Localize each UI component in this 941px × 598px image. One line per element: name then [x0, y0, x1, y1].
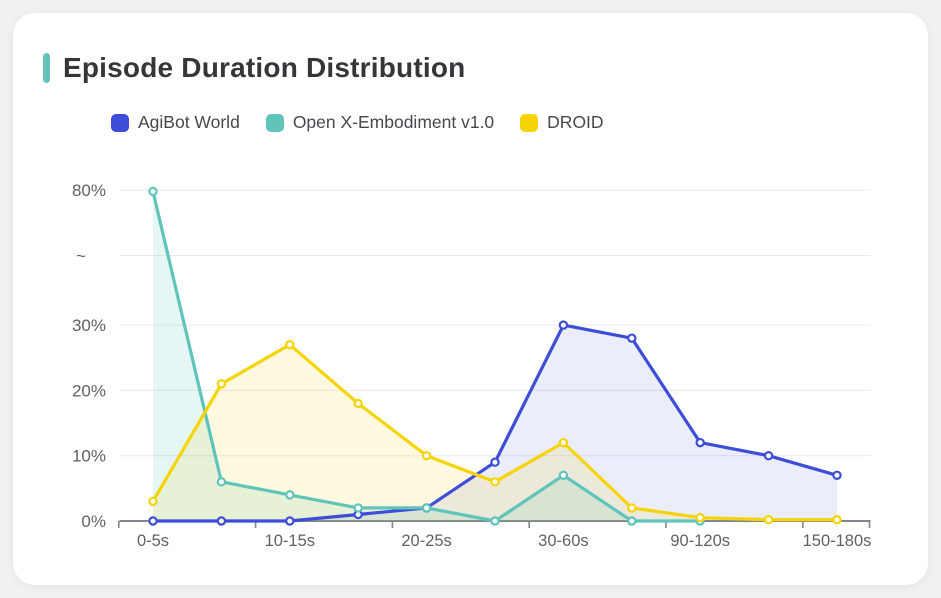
- series-area: [153, 191, 701, 521]
- y-axis-label: 0%: [81, 512, 106, 531]
- data-point-marker: [832, 514, 842, 525]
- data-point-marker: [353, 398, 363, 409]
- data-point-marker: [627, 516, 637, 526]
- data-point-marker: [148, 516, 158, 526]
- data-point-marker: [490, 516, 500, 526]
- title-accent-bar-icon: [43, 53, 50, 83]
- legend-label: DROID: [547, 112, 604, 132]
- x-axis-label: 90-120s: [670, 532, 730, 550]
- legend-swatch-droid-icon: [520, 113, 539, 132]
- y-axis-label: 20%: [72, 381, 106, 400]
- data-point-marker: [148, 496, 158, 507]
- y-axis-label: 10%: [72, 447, 106, 466]
- x-axis-label: 30-60s: [538, 532, 588, 550]
- data-point-marker: [695, 437, 705, 448]
- data-point-marker: [558, 437, 569, 448]
- x-axis-label: 0-5s: [137, 532, 169, 550]
- chart-legend: AgiBot World Open X-Embodiment v1.0 DROI…: [111, 112, 604, 133]
- data-point-marker: [285, 490, 295, 500]
- data-point-marker: [353, 503, 363, 513]
- legend-item-agibot-world[interactable]: AgiBot World: [111, 112, 240, 133]
- data-point-marker: [285, 516, 295, 526]
- data-point-marker: [285, 339, 295, 350]
- series-area: [153, 325, 837, 521]
- data-point-marker: [763, 451, 774, 461]
- chart-header: Episode Duration Distribution: [43, 52, 465, 84]
- data-point-marker: [148, 186, 158, 197]
- y-axis-break-label: ~: [76, 247, 86, 266]
- data-point-marker: [216, 516, 227, 526]
- x-axis-label: 150-180s: [803, 532, 872, 550]
- data-point-marker: [558, 470, 569, 480]
- data-point-marker: [763, 514, 774, 525]
- data-point-marker: [558, 320, 569, 330]
- data-point-marker: [216, 477, 227, 487]
- x-axis-label: 20-25s: [401, 532, 451, 550]
- legend-label: AgiBot World: [138, 112, 240, 132]
- legend-swatch-open-x-embodiment-icon: [265, 113, 284, 132]
- legend-item-droid[interactable]: DROID: [520, 112, 604, 133]
- x-axis-label: 10-15s: [265, 532, 315, 550]
- data-point-marker: [695, 513, 705, 523]
- chart-card: [13, 13, 928, 585]
- legend-item-open-x-embodiment[interactable]: Open X-Embodiment v1.0: [265, 112, 495, 133]
- data-point-marker: [421, 451, 432, 461]
- data-point-marker: [490, 457, 500, 467]
- data-point-marker: [832, 470, 842, 480]
- legend-swatch-agibot-world-icon: [111, 113, 129, 132]
- data-point-marker: [421, 503, 432, 513]
- data-point-marker: [490, 477, 500, 487]
- series-area: [153, 344, 837, 521]
- data-point-marker: [216, 379, 227, 389]
- page-title: Episode Duration Distribution: [63, 52, 466, 83]
- legend-label: Open X-Embodiment v1.0: [292, 112, 495, 132]
- data-point-marker: [627, 333, 637, 343]
- y-axis-label: 30%: [72, 316, 106, 335]
- y-axis-label: 80%: [72, 181, 106, 200]
- data-point-marker: [627, 503, 637, 513]
